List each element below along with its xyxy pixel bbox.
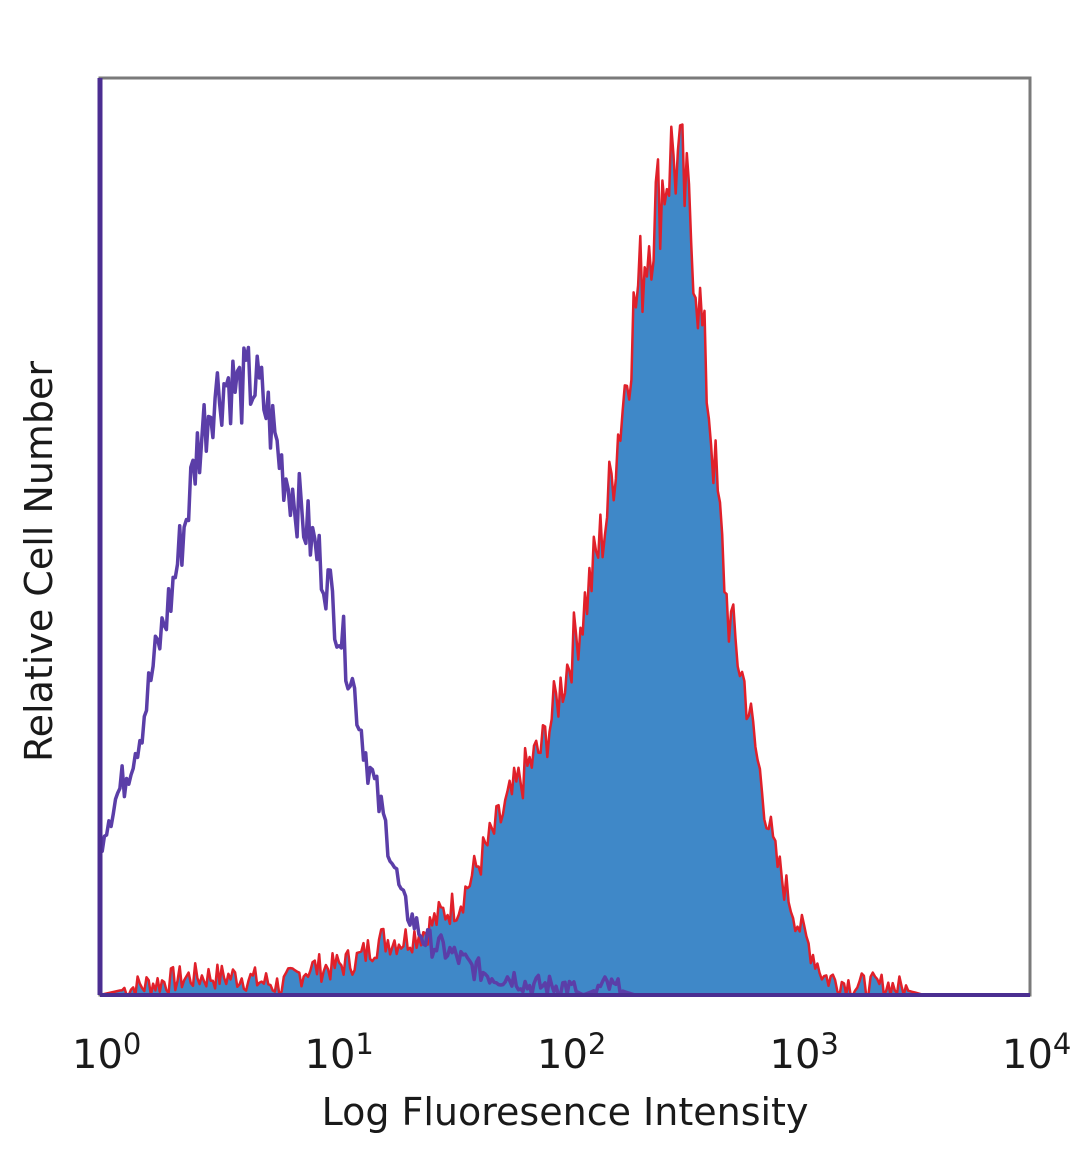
y-axis-title: Relative Cell Number <box>17 361 61 762</box>
x-tick-label: 103 <box>770 1027 839 1078</box>
x-tick-label: 102 <box>537 1027 606 1078</box>
histogram-series-layer <box>98 123 1030 997</box>
x-axis-title: Log Fluoresence Intensity <box>322 1090 809 1134</box>
series-1-fill <box>100 124 1030 995</box>
x-tick-labels: 100 101 102 103 104 <box>72 1027 1071 1078</box>
x-tick-label: 104 <box>1002 1027 1071 1078</box>
series-1-line <box>99 123 1030 997</box>
x-tick-label: 101 <box>305 1027 374 1078</box>
x-tick-label: 100 <box>72 1027 141 1078</box>
